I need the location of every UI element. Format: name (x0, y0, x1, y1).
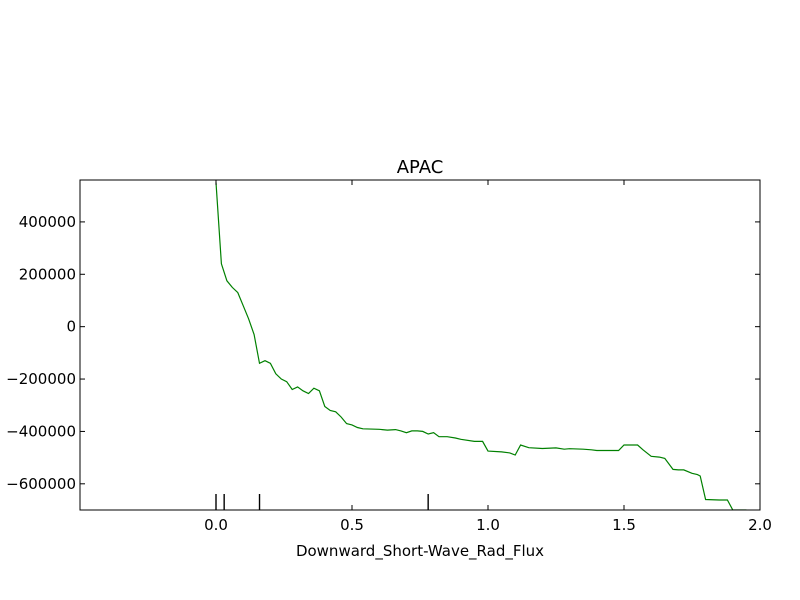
x-tick-label: 1.5 (612, 516, 636, 534)
x-tick-label: 1.0 (476, 516, 500, 534)
plot-frame (79, 179, 761, 511)
y-tick-label: −200000 (6, 370, 76, 388)
chart-title: APAC (397, 157, 444, 178)
y-tick-label: 0 (66, 318, 76, 336)
y-tick-label: 400000 (19, 213, 76, 231)
y-tick-label: −400000 (6, 422, 76, 440)
x-axis-label: Downward_Short-Wave_Rad_Flux (296, 542, 544, 561)
x-tick-label: 2.0 (748, 516, 772, 534)
plot-content (215, 182, 747, 510)
x-tick-label: 0.0 (204, 516, 228, 534)
x-axis-ticks: 0.0 0.5 1.0 1.5 2.0 (204, 180, 772, 534)
x-tick-label: 0.5 (340, 516, 364, 534)
series-line-0 (215, 182, 747, 510)
y-axis-ticks: 400000 200000 0 −200000 −400000 −600000 (6, 213, 760, 493)
y-tick-label: −600000 (6, 475, 76, 493)
y-tick-label: 200000 (19, 265, 76, 283)
